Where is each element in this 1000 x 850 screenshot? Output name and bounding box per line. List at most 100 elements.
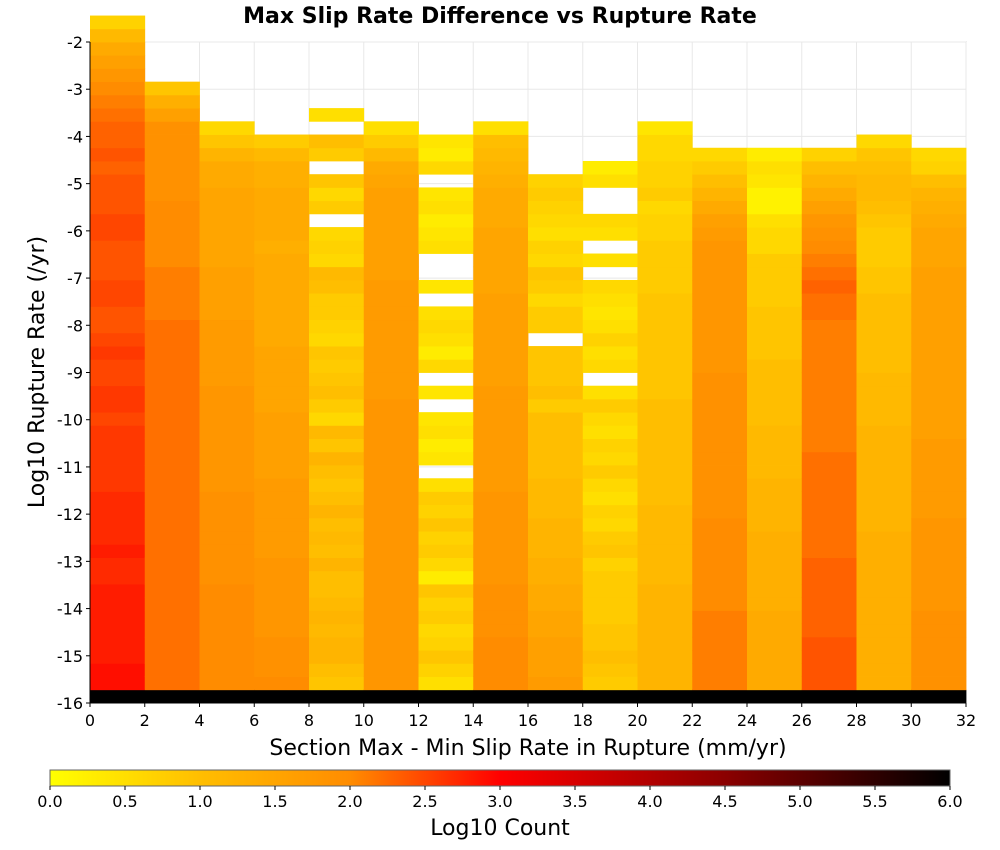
y-tick-label: -13	[57, 552, 83, 571]
heatmap-cell	[747, 346, 803, 360]
heatmap-cell	[199, 557, 255, 572]
heatmap-cell	[747, 650, 803, 664]
heatmap-cell	[418, 279, 474, 294]
heatmap-cell	[747, 531, 803, 545]
heatmap-cell	[692, 187, 748, 202]
heatmap-cell	[582, 425, 638, 439]
heatmap-cell	[747, 544, 803, 558]
heatmap-cell	[582, 478, 638, 492]
heatmap-cell	[90, 623, 146, 638]
heatmap-cell	[747, 279, 803, 294]
y-tick-label: -3	[67, 80, 83, 99]
heatmap-cell	[637, 200, 693, 215]
heatmap-cell	[199, 240, 255, 254]
heatmap-cell	[473, 438, 529, 453]
heatmap-cell	[856, 412, 912, 426]
heatmap-cell	[528, 253, 584, 268]
heatmap-cell	[144, 359, 200, 373]
heatmap-cell	[144, 689, 200, 704]
heatmap-cell	[144, 121, 200, 135]
heatmap-cell	[309, 108, 365, 122]
heatmap-cell	[363, 544, 419, 558]
heatmap-cell	[856, 663, 912, 677]
heatmap-cell	[911, 253, 967, 268]
heatmap-cell	[582, 306, 638, 321]
heatmap-cell	[692, 398, 748, 413]
heatmap-cell	[363, 517, 419, 532]
heatmap-cell	[363, 200, 419, 215]
colorbar-tick-label: 1.5	[262, 792, 287, 811]
heatmap-cell	[582, 557, 638, 572]
heatmap-cell	[528, 279, 584, 294]
heatmap-cell	[254, 597, 310, 611]
heatmap-cell	[199, 412, 255, 426]
heatmap-cell	[637, 359, 693, 373]
heatmap-cell	[692, 306, 748, 321]
heatmap-cell	[90, 160, 146, 175]
heatmap-cell	[801, 412, 857, 426]
heatmap-cell	[637, 491, 693, 506]
heatmap-cell	[418, 636, 474, 651]
heatmap-cell	[309, 227, 365, 241]
heatmap-cell	[144, 108, 200, 122]
heatmap-cell	[199, 465, 255, 479]
heatmap-cell	[637, 213, 693, 228]
heatmap-cell	[144, 465, 200, 479]
heatmap-cell	[911, 689, 967, 704]
x-tick-label: 16	[518, 711, 538, 730]
heatmap-cell	[637, 121, 693, 135]
heatmap-cell	[363, 491, 419, 506]
heatmap-cell	[418, 240, 474, 254]
heatmap-cell	[199, 174, 255, 188]
heatmap-cell	[90, 425, 146, 439]
heatmap-cell	[801, 359, 857, 373]
heatmap-cell	[90, 531, 146, 545]
heatmap-cell	[90, 544, 146, 558]
heatmap-cell	[418, 346, 474, 360]
heatmap-cell	[363, 610, 419, 625]
heatmap-cell	[418, 689, 474, 704]
heatmap-cell	[309, 610, 365, 625]
heatmap-cell	[254, 160, 310, 175]
heatmap-cell	[144, 266, 200, 281]
heatmap-cell	[309, 332, 365, 347]
heatmap-cell	[911, 359, 967, 373]
heatmap-cell	[692, 689, 748, 704]
heatmap-cell	[199, 570, 255, 585]
heatmap-cell	[692, 610, 748, 625]
heatmap-cell	[856, 517, 912, 532]
heatmap-cell	[418, 200, 474, 215]
heatmap-cell	[528, 200, 584, 215]
heatmap-cell	[199, 425, 255, 439]
heatmap-cell	[637, 240, 693, 254]
heatmap-cell	[473, 359, 529, 373]
heatmap-cell	[692, 491, 748, 506]
heatmap-cell	[363, 134, 419, 149]
heatmap-cell	[144, 584, 200, 598]
heatmap-cell	[473, 266, 529, 281]
heatmap-cell	[473, 663, 529, 677]
x-tick-label: 22	[682, 711, 702, 730]
heatmap-cell	[801, 425, 857, 439]
heatmap-cell	[254, 174, 310, 188]
heatmap-cell	[90, 451, 146, 466]
heatmap-cell	[254, 213, 310, 228]
heatmap-cell	[856, 253, 912, 268]
heatmap-cell	[254, 253, 310, 268]
heatmap-cell	[254, 319, 310, 334]
heatmap-cell	[309, 663, 365, 677]
heatmap-cell	[418, 359, 474, 373]
heatmap-cell	[363, 425, 419, 439]
heatmap-cell	[637, 451, 693, 466]
heatmap-cell	[747, 306, 803, 321]
heatmap-cell	[144, 279, 200, 294]
heatmap-cell	[309, 293, 365, 307]
y-tick-label: -11	[57, 458, 83, 477]
heatmap-cell	[856, 650, 912, 664]
x-axis-ticks: 0 2 4 6 8 10 12 14 16 18 20 22 24 26 28 30 32	[85, 703, 976, 730]
heatmap-cell	[309, 689, 365, 704]
colorbar-label: Log10 Count	[430, 816, 570, 841]
heatmap-cell	[254, 306, 310, 321]
heatmap-cell	[199, 121, 255, 135]
heatmap-cell	[692, 451, 748, 466]
